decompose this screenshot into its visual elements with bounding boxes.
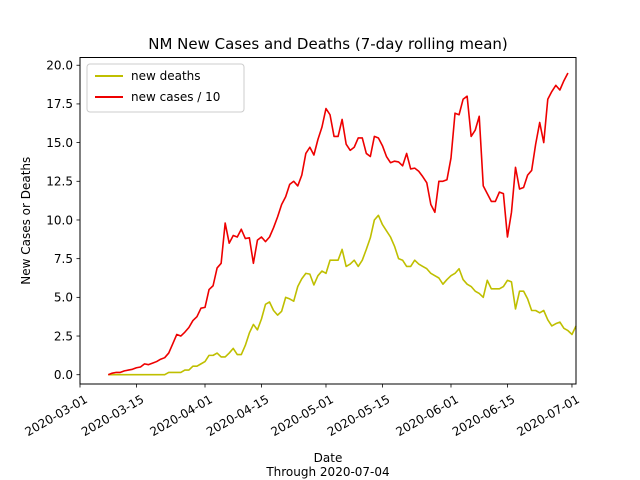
chart-title: NM New Cases and Deaths (7-day rolling m… xyxy=(148,35,508,53)
y-axis: 0.0 2.5 5.0 7.5 10.0 12.5 15.0 17.5 20.0 xyxy=(46,59,80,382)
y-tick-label: 5.0 xyxy=(54,291,73,305)
x-tick-label: 2020-04-15 xyxy=(204,392,271,439)
legend: new deaths new cases / 10 xyxy=(86,63,245,113)
x-tick-label: 2020-06-01 xyxy=(393,392,460,439)
plot-area xyxy=(107,72,577,376)
y-tick-label: 10.0 xyxy=(46,213,73,227)
x-axis-sublabel: Through 2020-07-04 xyxy=(265,465,389,479)
legend-label-new-deaths: new deaths xyxy=(131,69,201,83)
x-tick-label: 2020-04-01 xyxy=(148,392,215,439)
x-tick-label: 2020-07-01 xyxy=(514,392,581,439)
x-axis-label: Date xyxy=(314,451,343,465)
plot-frame xyxy=(79,57,577,385)
x-tick-label: 2020-03-15 xyxy=(79,392,146,439)
legend-frame xyxy=(86,63,245,113)
y-axis-label: New Cases or Deaths xyxy=(19,157,33,285)
y-tick-label: 20.0 xyxy=(46,59,73,73)
y-tick-label: 12.5 xyxy=(46,175,73,189)
x-tick-label: 2020-05-15 xyxy=(325,392,392,439)
legend-label-new-cases: new cases / 10 xyxy=(131,90,220,104)
x-tick-label: 2020-03-01 xyxy=(22,392,89,439)
x-tick-label: 2020-05-01 xyxy=(268,392,335,439)
y-tick-label: 15.0 xyxy=(46,136,73,150)
y-tick-label: 7.5 xyxy=(54,252,73,266)
y-tick-label: 0.0 xyxy=(54,368,73,382)
y-tick-label: 2.5 xyxy=(54,329,73,343)
x-tick-label: 2020-06-15 xyxy=(450,392,517,439)
series-line-new-deaths xyxy=(108,214,577,376)
y-tick-label: 17.5 xyxy=(46,97,73,111)
series-line-new-cases-10 xyxy=(107,72,569,376)
